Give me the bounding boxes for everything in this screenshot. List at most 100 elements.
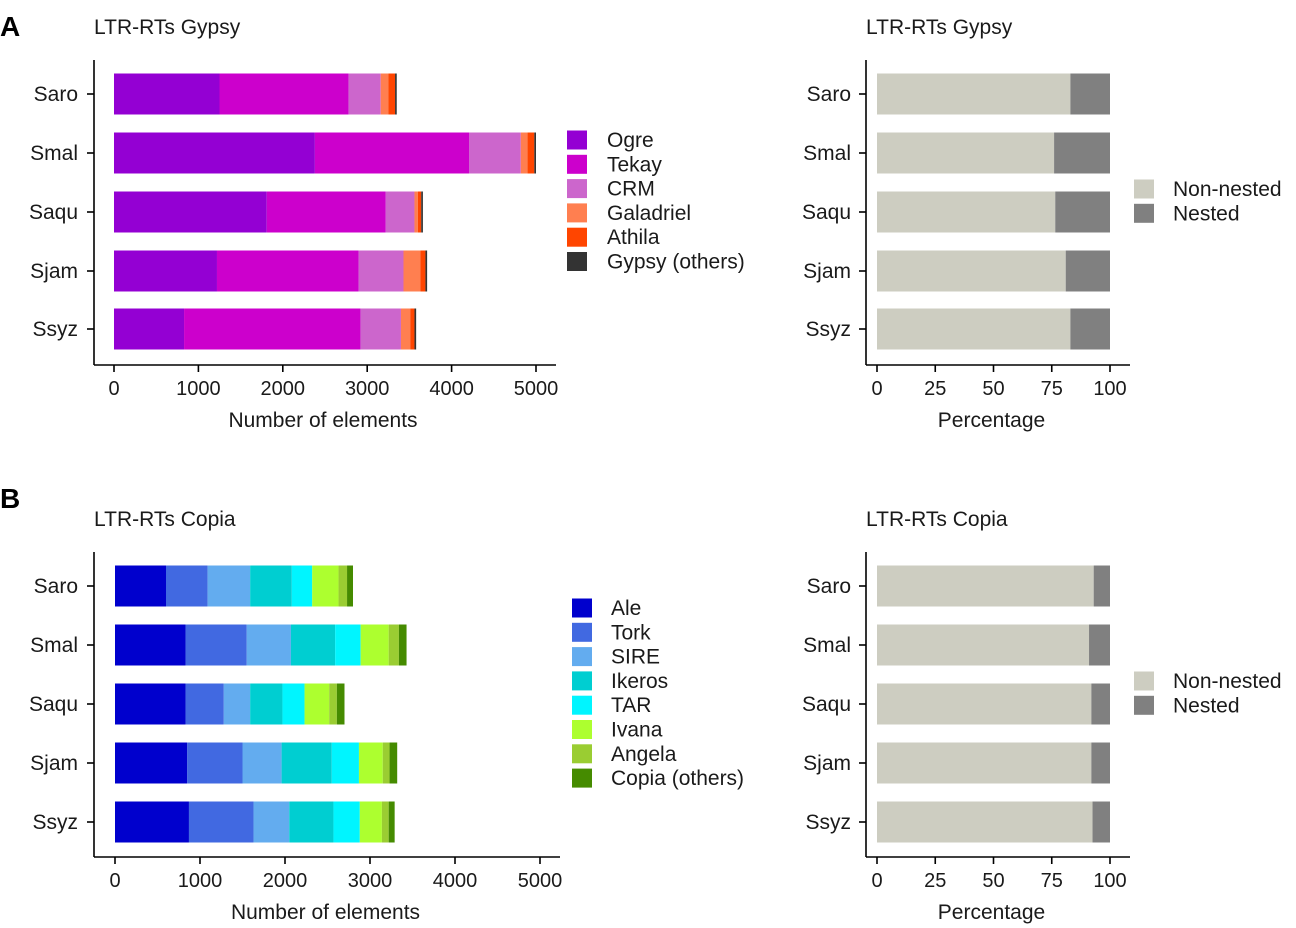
bar-segment	[877, 73, 1071, 115]
bar-segment	[421, 191, 423, 233]
x-tick-label: 4000	[429, 378, 474, 400]
bar-segment	[398, 624, 407, 666]
bar-segment	[414, 191, 418, 233]
x-tick-label: 5000	[518, 870, 563, 892]
bar-segment	[877, 132, 1055, 174]
category-label: Sjam	[30, 752, 78, 775]
bar-segment	[246, 624, 291, 666]
bar-segment	[115, 801, 189, 843]
bar-segment	[338, 565, 348, 607]
bar-segment	[185, 624, 247, 666]
x-tick-label: 1000	[178, 870, 223, 892]
legend-swatch	[572, 768, 592, 788]
x-tick-label: 2000	[263, 870, 308, 892]
legend-label: TAR	[611, 694, 651, 717]
x-tick-label: 100	[1093, 870, 1126, 892]
bar-segment	[425, 250, 428, 292]
bar-segment	[348, 73, 381, 115]
bar-segment	[289, 801, 334, 843]
panel-letter-b: B	[0, 483, 20, 514]
x-tick-label: 50	[982, 870, 1004, 892]
chart-title: LTR-RTs Copia	[866, 508, 1008, 531]
legend-swatch	[567, 203, 587, 223]
legend-label: SIRE	[611, 646, 660, 669]
copia-nesting-chart: LTR-RTs Copia 0 25 50 75 100 Percentage Saro Sma…	[802, 508, 1282, 924]
legend-swatch	[572, 695, 592, 715]
bar-segment	[877, 624, 1090, 666]
legend-label: Nested	[1173, 202, 1240, 225]
bar-segment	[420, 250, 426, 292]
legend-swatch	[572, 671, 592, 691]
category-label: Ssyz	[32, 318, 78, 341]
category-label: Saro	[34, 83, 78, 106]
bar-segment	[1054, 132, 1110, 174]
bar-segment	[877, 683, 1092, 725]
x-tick-label: 2000	[261, 378, 306, 400]
bar-segment	[877, 191, 1056, 233]
legend-label: CRM	[607, 178, 655, 201]
bar-segment	[253, 801, 290, 843]
bar-segment	[223, 683, 251, 725]
bar-segment	[250, 565, 292, 607]
bar-segment	[242, 742, 282, 784]
bar-segment	[403, 250, 421, 292]
legend-label: Athila	[607, 226, 660, 249]
bar-segment	[382, 742, 390, 784]
bar-segment	[1070, 73, 1110, 115]
bar-segment	[312, 565, 339, 607]
bar-segment	[216, 250, 359, 292]
category-label: Ssyz	[805, 318, 851, 341]
bar-segment	[329, 683, 337, 725]
x-tick-label: 50	[982, 378, 1004, 400]
legend-label: Non-nested	[1173, 670, 1282, 693]
x-tick-label: 75	[1041, 870, 1063, 892]
bar-segment	[1091, 742, 1110, 784]
category-label: Saqu	[802, 201, 851, 224]
legend-swatch	[567, 227, 587, 247]
category-label: Smal	[30, 142, 78, 165]
x-tick-label: 1000	[176, 378, 221, 400]
bar-segment	[417, 191, 422, 233]
category-label: Ssyz	[805, 811, 851, 834]
bar-segment	[1089, 624, 1110, 666]
bar-segment	[166, 565, 208, 607]
bar-segment	[414, 308, 417, 350]
bar-segment	[336, 683, 345, 725]
legend-swatch	[572, 598, 592, 618]
bar-segment	[877, 250, 1066, 292]
bar-segment	[291, 565, 313, 607]
x-axis-label: Number of elements	[231, 901, 420, 924]
chart-title: LTR-RTs Gypsy	[94, 16, 241, 39]
x-axis-label: Percentage	[938, 409, 1045, 432]
bar-segment	[358, 742, 383, 784]
bar-segment	[527, 132, 535, 174]
x-tick-label: 3000	[345, 378, 390, 400]
chart-title: LTR-RTs Copia	[94, 508, 236, 531]
bar-segment	[1093, 565, 1110, 607]
bar-segment	[360, 624, 389, 666]
x-tick-label: 5000	[514, 378, 559, 400]
gypsy-nesting-chart: LTR-RTs Gypsy 0 25 50 75 100 Percentage Saro Sma…	[802, 16, 1282, 432]
bar-segment	[335, 624, 361, 666]
bar-segment	[266, 191, 386, 233]
copia-count-chart: LTR-RTs Copia 0 1000 2000 3000 4000 5000 Number…	[29, 508, 744, 924]
bar-segment	[534, 132, 536, 174]
bar-segment	[1055, 191, 1110, 233]
legend-label: Tekay	[607, 153, 662, 176]
legend-label: Galadriel	[607, 202, 691, 225]
bar-segment	[1091, 683, 1110, 725]
bar-segment	[281, 742, 332, 784]
bar-segment	[114, 191, 267, 233]
legend-swatch	[572, 622, 592, 642]
bar-segment	[395, 73, 397, 115]
x-tick-label: 0	[871, 870, 882, 892]
bar-segment	[381, 801, 389, 843]
category-label: Saro	[34, 575, 78, 598]
bar-segment	[184, 308, 361, 350]
legend-swatch	[567, 252, 587, 271]
bar-segment	[469, 132, 521, 174]
bar-segment	[410, 308, 415, 350]
bar-segment	[114, 132, 315, 174]
category-label: Saqu	[29, 693, 78, 716]
legend-swatch	[572, 720, 592, 739]
